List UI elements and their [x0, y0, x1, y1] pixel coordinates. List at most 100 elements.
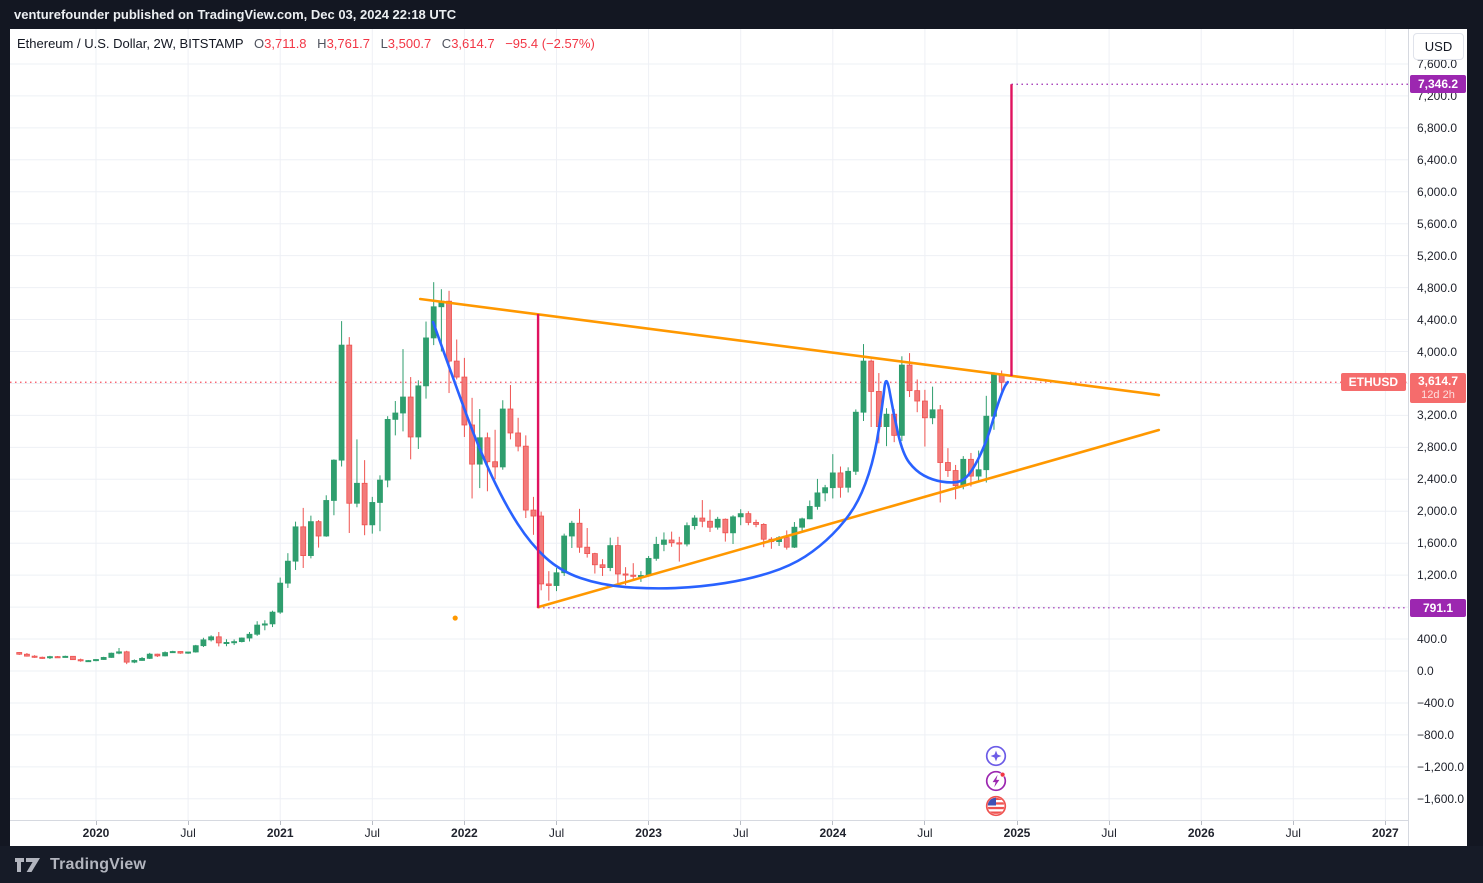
candle [668, 531, 675, 547]
candle [93, 659, 99, 662]
current-price-badge: 3,614.7 12d 2h [1410, 373, 1466, 404]
candle [238, 637, 245, 643]
sparkle-icon[interactable] [985, 745, 1007, 767]
candle [39, 656, 46, 659]
ascending-support[interactable] [536, 428, 1161, 609]
candle [100, 656, 107, 660]
price-tick-label: 2,400.0 [1417, 472, 1458, 487]
candle [676, 536, 683, 562]
gridlines [10, 29, 1408, 820]
price-axis[interactable]: USD 7,346.2 3,614.7 12d 2h 791.1 7,600.0… [1408, 29, 1467, 846]
footer-bar: TradingView [0, 846, 1483, 883]
candle [737, 509, 744, 526]
change-value: −95.4 (−2.57%) [505, 36, 595, 51]
candle [837, 466, 844, 498]
candle [361, 460, 368, 536]
candle [937, 405, 944, 503]
candle [292, 521, 299, 570]
candle [377, 475, 383, 532]
time-axis-tick [556, 821, 557, 825]
target-price-badge: 7,346.2 [1410, 75, 1466, 94]
us-flag-icon[interactable] [985, 795, 1007, 817]
footer-brand-text[interactable]: TradingView [50, 855, 147, 873]
candle [921, 389, 928, 447]
candle [415, 380, 422, 449]
candle [384, 416, 391, 488]
candle [108, 652, 115, 658]
candle [806, 500, 813, 520]
candle [315, 520, 322, 548]
candle [607, 537, 614, 572]
candle [54, 655, 61, 659]
time-axis[interactable]: 2020 Jul 2021 Jul 2022 Jul 2023 Jul 2024 Jul 2025 J… [10, 820, 1408, 846]
attribution-bar: venturefounder published on TradingView.… [0, 0, 1483, 29]
candle [323, 495, 330, 537]
candle [661, 532, 667, 552]
candle [369, 496, 376, 534]
candle [62, 655, 69, 658]
candle [829, 454, 836, 499]
price-tick-label: −800.0 [1417, 727, 1455, 742]
candle [753, 519, 759, 528]
candle [116, 647, 122, 655]
time-tick-label: Jul [917, 826, 933, 840]
candle [484, 432, 491, 492]
candle [300, 507, 307, 568]
candle [714, 516, 721, 530]
time-axis-tick [648, 821, 650, 825]
candle [400, 349, 406, 432]
time-tick-label: Jul [733, 826, 749, 840]
chart-pane[interactable]: Ethereum / U.S. Dollar, 2W, BITSTAMP O3,… [10, 29, 1408, 820]
time-tick-label: Jul [364, 826, 380, 840]
time-tick-label: 2027 [1372, 826, 1399, 840]
candle [799, 517, 805, 531]
tradingview-logo[interactable] [14, 857, 41, 873]
candle [568, 520, 575, 548]
trendline-anchor-dot[interactable] [452, 615, 458, 621]
candle [200, 637, 207, 648]
price-tick-label: −400.0 [1417, 695, 1455, 710]
time-tick-label: 2026 [1187, 826, 1215, 840]
candle [307, 515, 314, 559]
price-tick-label: 3,200.0 [1417, 408, 1458, 423]
time-axis-tick [371, 821, 373, 825]
candle [945, 448, 951, 477]
time-tick-label: 2020 [82, 826, 110, 840]
candle [24, 653, 30, 657]
candle [653, 536, 660, 561]
chart-canvas[interactable] [10, 29, 1408, 820]
candle [599, 559, 606, 576]
candle [407, 377, 414, 460]
candle [461, 357, 468, 437]
descending-resistance[interactable] [418, 297, 1161, 397]
freehand-projection[interactable] [431, 320, 1010, 590]
candle [883, 408, 890, 447]
price-tick-label: 1,200.0 [1417, 568, 1458, 583]
bar-countdown: 12d 2h [1421, 389, 1455, 402]
candle [745, 511, 752, 526]
candle [929, 386, 936, 425]
open-label: O [254, 36, 265, 51]
candle [85, 659, 92, 663]
candle [492, 429, 498, 480]
time-axis-tick [832, 821, 834, 825]
candle [246, 632, 253, 642]
close-label: C [441, 36, 452, 51]
left-margin-strip [0, 29, 10, 846]
candle [814, 478, 821, 510]
candle [576, 508, 583, 553]
candle [231, 639, 238, 646]
candle [169, 650, 176, 654]
open-value: 3,711.8 [264, 36, 307, 51]
time-axis-tick [1016, 821, 1018, 825]
candle [783, 530, 790, 550]
time-tick-label: Jul [1285, 826, 1301, 840]
price-tick-label: 4,000.0 [1417, 344, 1458, 359]
candle [507, 385, 514, 440]
time-axis-tick [924, 821, 926, 825]
lightning-icon[interactable] [985, 770, 1007, 792]
time-tick-label: 2021 [266, 826, 294, 840]
currency-toggle-button[interactable]: USD [1413, 33, 1464, 60]
symbol-description: Ethereum / U.S. Dollar, 2W, BITSTAMP [17, 36, 244, 51]
